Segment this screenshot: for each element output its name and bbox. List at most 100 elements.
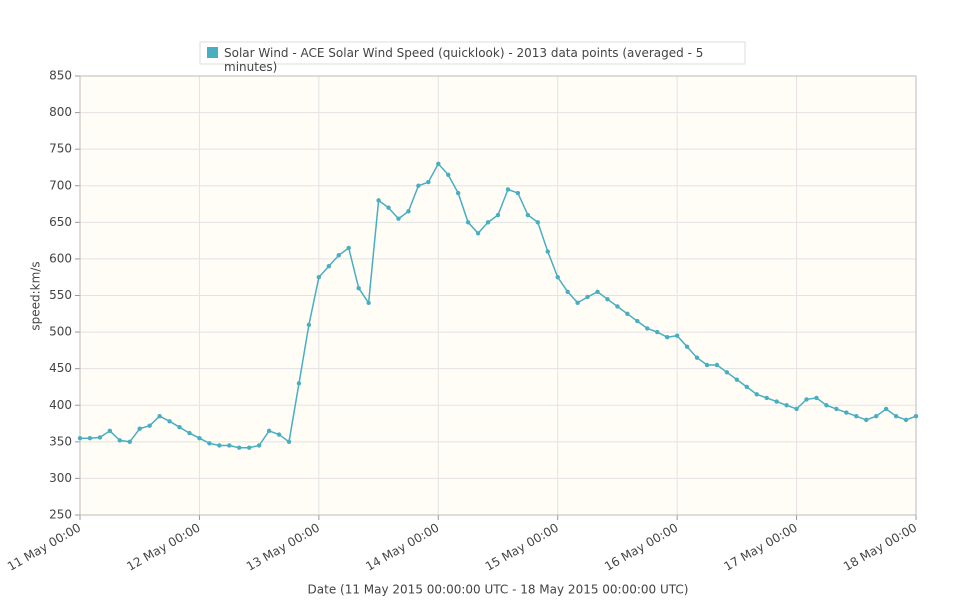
x-tick-label: 14 May 00:00 xyxy=(363,521,441,574)
data-point xyxy=(137,426,142,431)
data-point xyxy=(754,392,759,397)
plot-frame xyxy=(79,75,917,516)
data-point xyxy=(117,438,123,443)
data-point xyxy=(764,395,769,401)
y-tick-label: 650 xyxy=(49,215,72,229)
data-point xyxy=(376,198,381,203)
data-point xyxy=(246,445,252,450)
data-point xyxy=(893,414,899,419)
x-tick-label: 17 May 00:00 xyxy=(722,521,800,574)
data-point xyxy=(605,296,610,302)
data-point xyxy=(505,187,511,192)
data-point xyxy=(426,179,431,185)
data-point xyxy=(406,209,411,214)
data-point xyxy=(674,333,680,338)
data-point xyxy=(515,190,521,196)
data-point xyxy=(903,417,909,423)
data-point xyxy=(714,362,720,368)
legend-line: Solar Wind - ACE Solar Wind Speed (quick… xyxy=(224,46,703,60)
x-axis-title: Date (11 May 2015 00:00:00 UTC - 18 May … xyxy=(308,583,689,597)
x-tick-label: 18 May 00:00 xyxy=(841,521,919,574)
data-point xyxy=(565,289,570,295)
data-point xyxy=(814,395,819,401)
data-point xyxy=(97,435,103,440)
data-point xyxy=(286,439,292,445)
data-point xyxy=(306,322,312,327)
data-point xyxy=(664,335,670,340)
x-tick-label: 15 May 00:00 xyxy=(483,521,561,574)
y-axis-title: speed:km/s xyxy=(29,261,43,330)
y-tick-label: 400 xyxy=(49,398,72,412)
y-tick-label: 350 xyxy=(49,434,72,448)
data-point xyxy=(386,205,391,210)
data-point xyxy=(87,435,93,441)
y-tick-label: 450 xyxy=(49,361,72,375)
legend-label: Solar Wind - ACE Solar Wind Speed (quick… xyxy=(224,46,703,74)
data-point xyxy=(316,275,322,280)
data-point xyxy=(744,384,750,390)
data-point xyxy=(734,377,740,382)
data-point xyxy=(635,318,640,324)
data-point xyxy=(704,362,710,368)
data-point xyxy=(864,417,869,423)
y-tick-label: 850 xyxy=(49,69,72,83)
y-tick-label: 800 xyxy=(49,105,72,119)
data-point xyxy=(296,381,302,386)
data-point xyxy=(147,423,152,428)
data-point xyxy=(276,432,282,437)
data-point xyxy=(396,216,401,221)
data-point xyxy=(227,443,232,448)
data-point xyxy=(575,300,580,306)
data-point xyxy=(615,304,620,309)
data-point xyxy=(356,285,361,291)
data-point xyxy=(854,414,859,419)
data-point xyxy=(157,414,162,419)
data-point xyxy=(77,435,83,441)
data-point xyxy=(645,326,650,331)
y-tick-label: 600 xyxy=(49,251,72,265)
data-point xyxy=(446,172,451,177)
data-point xyxy=(127,439,132,445)
data-point xyxy=(207,441,212,446)
data-point xyxy=(844,410,849,415)
data-point xyxy=(625,311,630,316)
y-tick-label: 750 xyxy=(49,142,72,156)
data-point xyxy=(416,183,421,188)
data-point xyxy=(495,212,501,218)
y-tick-label: 550 xyxy=(49,288,72,302)
data-point xyxy=(525,212,531,218)
data-point xyxy=(177,425,182,430)
data-point xyxy=(913,414,919,419)
data-point xyxy=(824,403,829,408)
data-point xyxy=(326,264,332,269)
data-point xyxy=(346,245,351,251)
legend-line: minutes) xyxy=(224,60,277,74)
data-point xyxy=(555,275,560,280)
data-point xyxy=(197,435,202,441)
data-point xyxy=(485,220,491,225)
data-point xyxy=(784,403,789,408)
data-point xyxy=(585,294,590,300)
data-point xyxy=(794,406,799,412)
data-point xyxy=(107,428,113,434)
data-point xyxy=(595,289,600,295)
data-point xyxy=(834,406,839,412)
x-tick-label: 11 May 00:00 xyxy=(5,521,83,574)
y-tick-label: 300 xyxy=(49,471,72,485)
data-point xyxy=(336,253,341,258)
x-tick-label: 16 May 00:00 xyxy=(602,521,680,574)
data-point xyxy=(187,430,192,436)
x-tick-label: 13 May 00:00 xyxy=(244,521,322,574)
data-point xyxy=(873,414,879,419)
data-point xyxy=(883,406,889,412)
data-point xyxy=(694,355,700,360)
y-tick-label: 700 xyxy=(49,178,72,192)
data-point xyxy=(217,443,222,448)
x-tick-label: 12 May 00:00 xyxy=(124,521,202,574)
data-point xyxy=(774,399,779,404)
data-point xyxy=(804,397,809,402)
data-point xyxy=(535,220,541,225)
data-point xyxy=(684,344,690,349)
data-point xyxy=(655,329,660,335)
data-point xyxy=(366,300,371,306)
